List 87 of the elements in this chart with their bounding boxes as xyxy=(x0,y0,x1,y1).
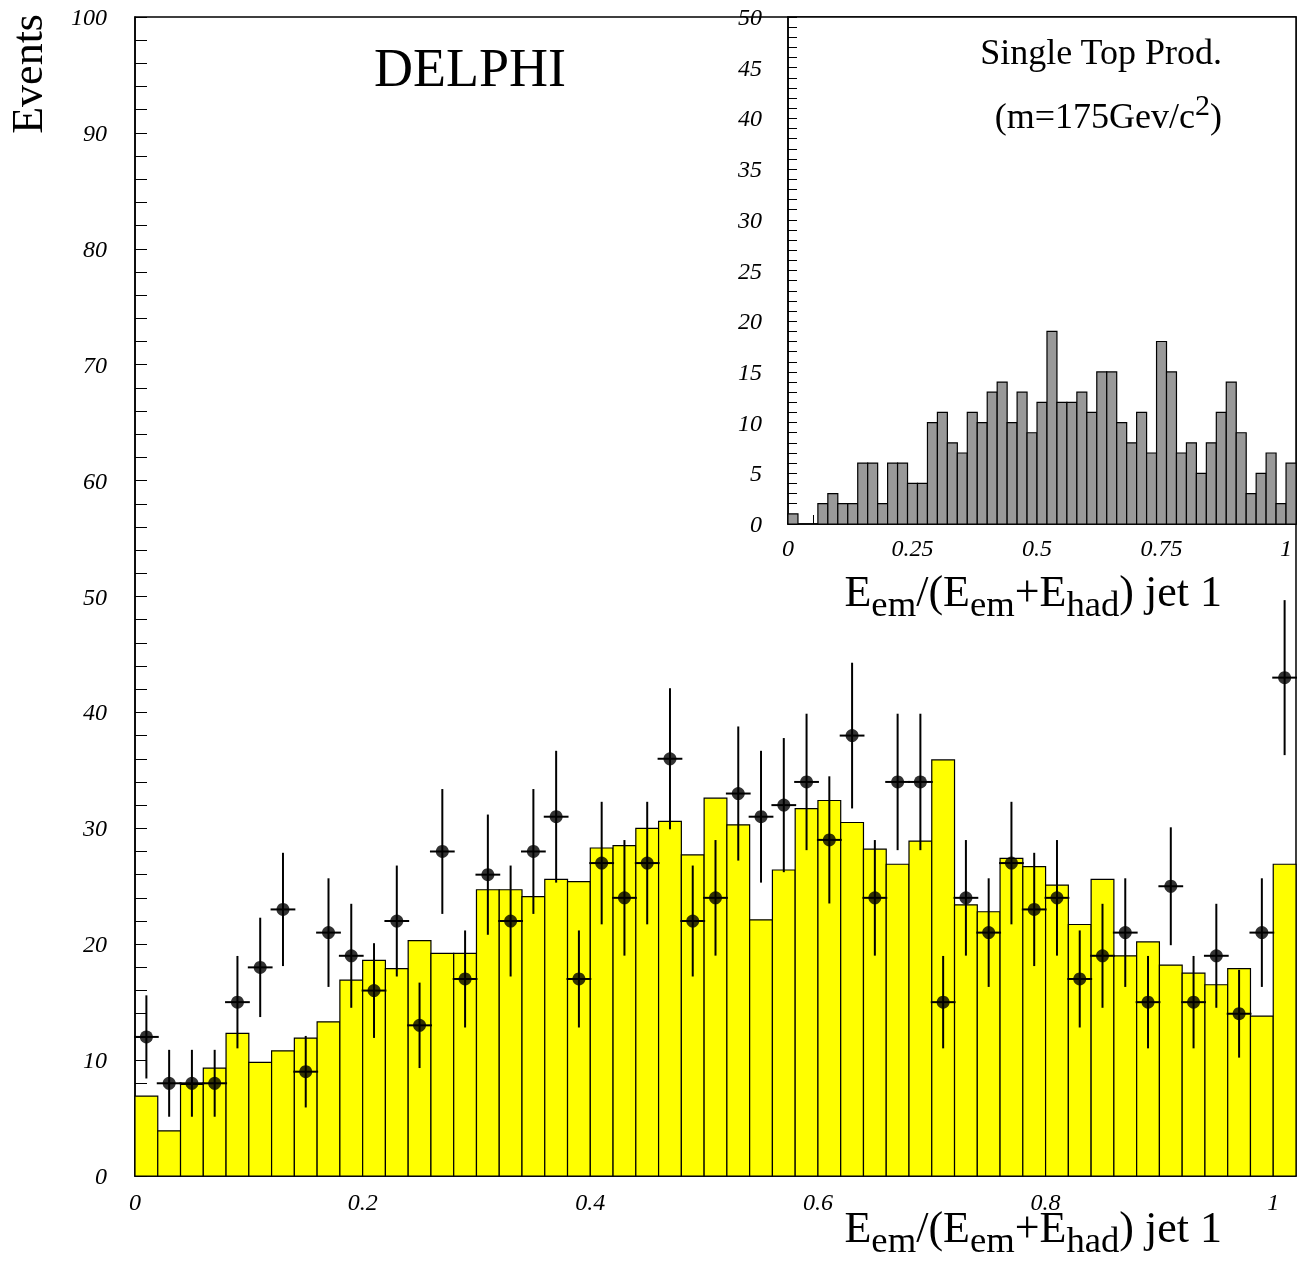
point xyxy=(367,984,381,998)
point xyxy=(800,775,814,789)
point xyxy=(754,810,768,824)
annotation: (m=175Gev/c$^{2}$) xyxy=(994,88,1222,136)
point xyxy=(709,891,722,905)
point xyxy=(936,995,950,1009)
y-tick-label: 30 xyxy=(737,206,762,233)
point xyxy=(640,856,654,870)
point xyxy=(777,798,791,812)
x-tick-label: 0.25 xyxy=(891,535,934,561)
point xyxy=(982,926,996,940)
point xyxy=(1050,891,1064,905)
point xyxy=(139,1030,153,1044)
point xyxy=(572,972,586,986)
x-tick-label: 0.75 xyxy=(1140,535,1183,561)
y-tick-label: 35 xyxy=(737,156,762,183)
point xyxy=(868,891,882,905)
point xyxy=(1255,926,1269,940)
y-tick-label: 20 xyxy=(738,308,762,335)
x-tick-label: 0 xyxy=(129,1189,141,1215)
point xyxy=(1141,995,1155,1009)
point xyxy=(230,995,244,1009)
point xyxy=(162,1076,176,1090)
point xyxy=(1232,1007,1246,1021)
point xyxy=(253,960,267,974)
annotation: DELPHI xyxy=(374,38,566,98)
point xyxy=(1027,902,1041,916)
point xyxy=(458,972,472,986)
y-tick-label: 15 xyxy=(738,358,762,385)
point xyxy=(1073,972,1087,986)
y-tick-label: 70 xyxy=(83,351,107,378)
annotation: Single Top Prod. xyxy=(980,32,1222,72)
x-tick-label: 0.6 xyxy=(802,1189,833,1215)
point xyxy=(891,775,905,789)
x-tick-label: 1 xyxy=(1280,535,1293,561)
y-tick-label: 40 xyxy=(83,699,107,726)
x-axis-title: E$_{em}$/(E$_{em}$+E$_{had}$) jet 1 xyxy=(844,567,1222,624)
y-tick-label: 45 xyxy=(738,54,762,81)
x-tick-label: 1 xyxy=(1267,1189,1280,1215)
point xyxy=(663,752,677,766)
point xyxy=(617,891,631,905)
point xyxy=(913,775,927,789)
y-tick-label: 100 xyxy=(71,4,107,30)
point xyxy=(1209,949,1223,963)
point xyxy=(299,1065,313,1079)
point xyxy=(276,902,290,916)
point xyxy=(731,787,745,801)
y-tick-label: 60 xyxy=(83,467,107,494)
y-tick-label: 80 xyxy=(83,235,107,262)
x-tick-label: 0.5 xyxy=(1022,535,1053,561)
x-tick-label: 0.4 xyxy=(575,1189,606,1215)
point xyxy=(1096,949,1109,963)
point xyxy=(481,868,495,882)
y-tick-label: 10 xyxy=(83,1047,107,1074)
point xyxy=(322,926,335,940)
x-tick-label: 0.2 xyxy=(347,1189,378,1215)
x-tick-label: 0 xyxy=(782,535,794,561)
y-tick-label: 25 xyxy=(738,257,762,284)
point xyxy=(413,1018,427,1032)
point xyxy=(390,914,404,928)
y-tick-label: 40 xyxy=(738,105,762,132)
point xyxy=(959,891,973,905)
y-tick-label: 5 xyxy=(750,460,762,487)
point xyxy=(595,856,609,870)
point xyxy=(435,844,449,858)
point xyxy=(549,810,563,824)
point xyxy=(185,1076,199,1090)
point xyxy=(526,844,540,858)
point xyxy=(1278,671,1292,685)
y-tick-label: 0 xyxy=(750,511,762,537)
y-tick-label: 0 xyxy=(95,1163,107,1189)
point xyxy=(686,914,700,928)
point xyxy=(208,1076,222,1090)
point xyxy=(1164,879,1178,893)
point xyxy=(1187,995,1201,1009)
y-tick-label: 90 xyxy=(83,119,107,146)
point xyxy=(1004,856,1018,870)
point xyxy=(344,949,358,963)
y-tick-label: 10 xyxy=(738,409,762,436)
point xyxy=(1118,926,1132,940)
y-axis-title: Events xyxy=(3,14,52,134)
y-tick-label: 30 xyxy=(82,815,107,842)
point xyxy=(822,833,836,847)
point xyxy=(504,914,518,928)
y-tick-label: 20 xyxy=(83,931,107,958)
y-tick-label: 50 xyxy=(83,583,107,610)
point xyxy=(845,729,859,743)
